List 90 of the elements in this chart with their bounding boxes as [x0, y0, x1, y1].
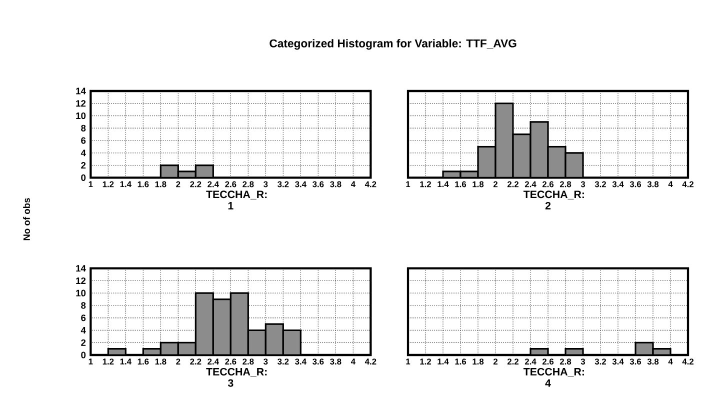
x-tick-label: 2.6: [225, 358, 236, 365]
y-axis-title: No of obs: [23, 198, 30, 240]
x-axis-title: TECCHA_R: 3: [206, 368, 267, 387]
x-tick-label: 3.6: [312, 181, 324, 188]
x-tick-label: 1.8: [472, 181, 484, 188]
x-tick-label: 3: [264, 181, 268, 188]
x-tick-label: 4: [350, 358, 356, 364]
x-tick-label: 3.8: [330, 358, 342, 365]
x-tick-label: 1.2: [102, 181, 114, 188]
x-tick-label: 2.4: [524, 181, 536, 188]
x-axis-title: TECCHA_R: 4: [523, 368, 584, 387]
x-tick-label: 3.6: [630, 358, 642, 365]
y-tick-label: 0: [81, 352, 86, 358]
x-tick-label: 2: [176, 358, 180, 364]
x-tick-label: 2.4: [208, 181, 219, 188]
x-tick-label: 4: [350, 181, 356, 188]
x-tick-label: 1.8: [155, 181, 166, 188]
x-tick-label: 3.4: [612, 181, 624, 188]
x-tick-label: 2.2: [507, 358, 518, 364]
x-tick-label: 2.8: [560, 181, 572, 188]
x-tick-label: 3.2: [594, 358, 606, 365]
x-tick-label: 1.6: [138, 358, 149, 365]
x-tick-label: 1: [88, 181, 93, 188]
x-axis-title: TECCHA_R: 1: [206, 190, 267, 210]
x-tick-label: 4: [668, 181, 673, 188]
x-tick-label: 1.2: [420, 181, 431, 188]
x-tick-label: 2.6: [225, 181, 236, 188]
x-tick-label: 2.2: [190, 358, 202, 364]
x-tick-label: 2.6: [542, 181, 554, 188]
x-tick-label: 3.2: [278, 181, 289, 188]
x-tick-label: 2.4: [208, 358, 219, 364]
y-tick-label: 6: [81, 314, 86, 322]
x-tick-label: 2.2: [507, 181, 518, 188]
x-tick-label: 3: [580, 358, 586, 365]
y-tick-label: 0: [81, 174, 86, 181]
y-tick-label: 10: [76, 112, 86, 120]
x-tick-label: 3.2: [594, 181, 606, 188]
y-tick-label: 6: [81, 137, 86, 144]
y-tick-label: 14: [76, 265, 86, 272]
x-tick-label: 1.6: [455, 358, 466, 365]
x-tick-label: 1.8: [472, 358, 484, 365]
x-tick-label: 1.6: [455, 181, 466, 188]
x-tick-label: 2.8: [242, 181, 254, 188]
x-tick-label: 3.4: [295, 181, 306, 188]
x-tick-label: 4.2: [364, 181, 376, 188]
x-tick-label: 1.4: [120, 358, 132, 364]
x-axis-title: TECCHA_R: 2: [523, 190, 584, 210]
x-tick-label: 3: [264, 358, 268, 365]
x-tick-label: 3.8: [647, 358, 659, 365]
x-tick-label: 2.8: [242, 358, 254, 365]
x-tick-label: 1.6: [138, 181, 149, 188]
y-tick-label: 4: [80, 150, 86, 156]
x-tick-label: 1.8: [155, 358, 166, 365]
x-tick-label: 2: [493, 358, 498, 364]
x-tick-label: 1.2: [420, 358, 431, 364]
x-tick-label: 2.6: [542, 358, 554, 365]
y-tick-label: 12: [76, 277, 86, 284]
x-tick-label: 1: [88, 358, 93, 364]
x-tick-label: 1.4: [438, 358, 449, 364]
y-tick-label: 10: [76, 290, 86, 296]
x-tick-label: 2: [176, 181, 180, 188]
x-tick-label: 1.4: [120, 181, 132, 188]
y-tick-label: 14: [76, 88, 86, 94]
x-tick-label: 3: [580, 181, 586, 188]
x-tick-label: 3.8: [647, 181, 659, 188]
x-tick-label: 1.2: [102, 358, 114, 364]
x-tick-label: 3.4: [612, 358, 624, 365]
x-tick-label: 4: [668, 358, 673, 364]
x-tick-label: 1.4: [438, 181, 449, 188]
x-tick-label: 2.8: [560, 358, 572, 365]
x-tick-label: 1: [406, 358, 410, 364]
y-tick-label: 12: [76, 100, 86, 107]
x-tick-label: 3.8: [330, 181, 342, 188]
x-tick-label: 4.2: [682, 181, 694, 188]
x-tick-label: 4.2: [682, 358, 694, 364]
chart-title: Categorized Histogram for Variable: TTF_AVG: [270, 39, 516, 50]
x-tick-label: 2: [493, 181, 498, 188]
x-tick-label: 4.2: [364, 358, 376, 364]
x-tick-label: 3.4: [295, 358, 306, 365]
x-tick-label: 3.6: [312, 358, 324, 365]
y-tick-label: 4: [80, 327, 86, 334]
x-tick-label: 2.4: [524, 358, 536, 364]
y-tick-label: 2: [81, 162, 86, 169]
y-tick-label: 8: [81, 302, 86, 309]
y-tick-label: 2: [81, 339, 86, 346]
x-tick-label: 1: [406, 181, 410, 188]
x-tick-label: 2.2: [190, 181, 202, 188]
x-tick-label: 3.2: [278, 358, 289, 365]
x-tick-label: 3.6: [630, 181, 642, 188]
y-tick-label: 8: [81, 124, 86, 132]
